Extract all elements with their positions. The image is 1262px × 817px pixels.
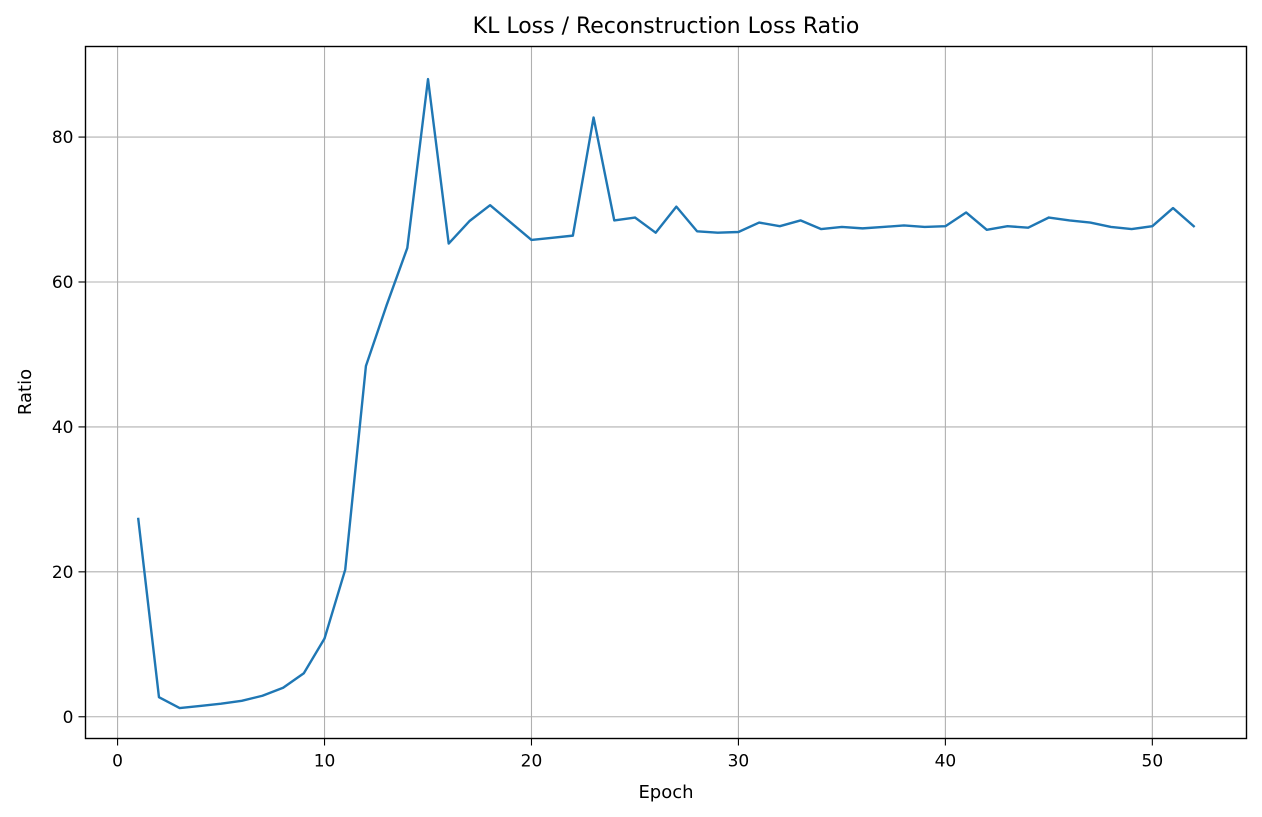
x-tick-label: 40 [935,752,957,772]
y-tick-label: 0 [63,708,74,728]
x-tick-label: 0 [112,752,123,772]
y-tick-label: 20 [52,563,74,583]
x-tick-label: 50 [1142,752,1164,772]
y-tick-label: 80 [52,128,74,148]
y-tick-label: 60 [52,273,74,293]
x-axis-label: Epoch [638,782,693,803]
axis-ticks: 0 10 20 30 40 50 0 20 40 60 80 [52,128,1163,771]
grid-lines [85,46,1247,739]
x-tick-label: 30 [728,752,750,772]
plot-frame [84,45,1248,740]
x-tick-label: 20 [521,752,543,772]
y-tick-label: 40 [52,418,74,438]
x-tick-label: 10 [314,752,336,772]
chart-title: KL Loss / Reconstruction Loss Ratio [473,14,860,39]
series-group [136,77,1196,710]
y-axis-label: Ratio [15,369,36,415]
ratio-series-line [136,77,1196,710]
